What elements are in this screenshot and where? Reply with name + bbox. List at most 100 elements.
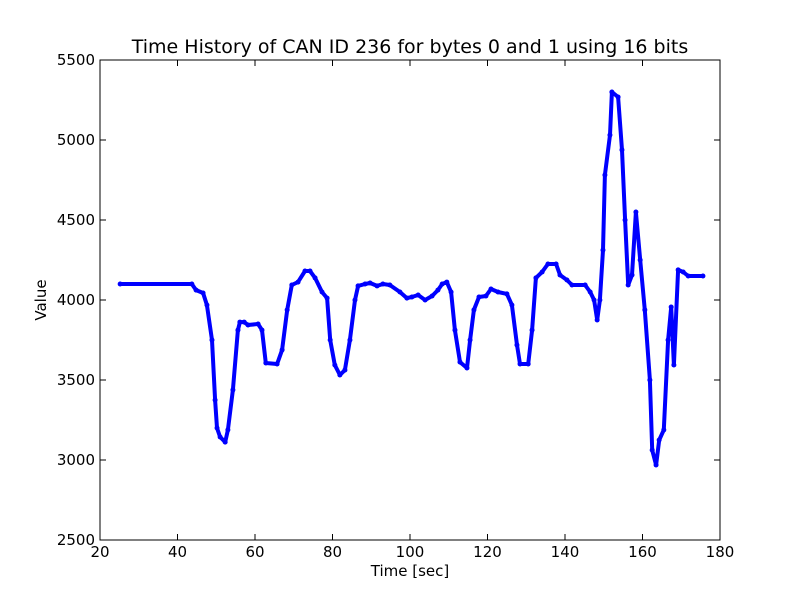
data-point bbox=[259, 327, 265, 333]
data-point bbox=[564, 277, 570, 283]
y-tick-label: 3500 bbox=[57, 371, 95, 389]
data-point bbox=[222, 439, 228, 445]
data-point bbox=[289, 282, 295, 288]
data-point bbox=[471, 307, 477, 313]
data-point bbox=[237, 319, 243, 325]
data-point bbox=[189, 281, 195, 287]
data-point bbox=[594, 317, 600, 323]
data-point bbox=[380, 281, 386, 287]
data-point bbox=[637, 257, 643, 263]
data-point bbox=[600, 247, 606, 253]
data-point bbox=[557, 272, 563, 278]
x-tick-label: 180 bbox=[706, 543, 735, 561]
data-point bbox=[533, 275, 539, 281]
x-tick-label: 100 bbox=[396, 543, 425, 561]
data-point bbox=[327, 337, 333, 343]
data-point bbox=[307, 268, 313, 274]
data-point bbox=[235, 327, 241, 333]
data-point bbox=[467, 337, 473, 343]
data-point bbox=[582, 282, 588, 288]
data-point bbox=[200, 290, 206, 296]
data-point bbox=[302, 268, 308, 274]
data-point bbox=[591, 297, 597, 303]
data-point bbox=[439, 281, 445, 287]
tick-layer: 20 40 60 80 100 120 140 160 180 2500 3000 3500 4000 4… bbox=[57, 51, 735, 561]
data-point bbox=[476, 294, 482, 300]
data-point bbox=[274, 361, 280, 367]
data-point bbox=[324, 295, 330, 301]
data-point bbox=[553, 261, 559, 267]
data-point bbox=[312, 275, 318, 281]
y-tick-label: 2500 bbox=[57, 531, 95, 549]
x-tick-label: 140 bbox=[551, 543, 580, 561]
data-point bbox=[622, 217, 628, 223]
data-point bbox=[609, 89, 615, 95]
data-point bbox=[415, 292, 421, 298]
data-point bbox=[464, 365, 470, 371]
data-point bbox=[448, 289, 454, 295]
data-point bbox=[352, 297, 358, 303]
data-point bbox=[212, 397, 218, 403]
data-point bbox=[647, 377, 653, 383]
data-point bbox=[435, 287, 441, 293]
data-point bbox=[661, 427, 667, 433]
y-axis-label: Value bbox=[32, 279, 50, 320]
axes-frame bbox=[99, 59, 721, 541]
data-point bbox=[569, 282, 575, 288]
x-axis-label: Time [sec] bbox=[370, 562, 449, 580]
data-point bbox=[284, 307, 290, 313]
data-point bbox=[444, 279, 450, 285]
data-point bbox=[668, 304, 674, 310]
data-point bbox=[671, 362, 677, 368]
data-point bbox=[514, 342, 520, 348]
data-point bbox=[685, 273, 691, 279]
data-point bbox=[633, 209, 639, 215]
data-point bbox=[539, 269, 545, 275]
data-point bbox=[245, 322, 251, 328]
data-point bbox=[619, 147, 625, 153]
data-point bbox=[675, 267, 681, 273]
data-point bbox=[525, 361, 531, 367]
data-point bbox=[230, 387, 236, 393]
data-point bbox=[263, 360, 269, 366]
x-tick-label: 120 bbox=[473, 543, 502, 561]
data-point bbox=[504, 291, 510, 297]
data-point bbox=[509, 302, 515, 308]
series-layer bbox=[117, 89, 706, 468]
data-point bbox=[457, 359, 463, 365]
data-point bbox=[488, 286, 494, 292]
data-point bbox=[241, 319, 247, 325]
x-tick-label: 60 bbox=[245, 543, 264, 561]
data-point bbox=[404, 295, 410, 301]
data-point bbox=[355, 283, 361, 289]
data-point bbox=[422, 297, 428, 303]
data-point bbox=[225, 427, 231, 433]
data-point bbox=[642, 307, 648, 313]
data-point bbox=[337, 372, 343, 378]
data-point bbox=[680, 269, 686, 275]
data-point bbox=[255, 321, 261, 327]
data-point bbox=[397, 289, 403, 295]
x-tick-label: 80 bbox=[323, 543, 342, 561]
y-tick-label: 4000 bbox=[57, 291, 95, 309]
data-point bbox=[387, 282, 393, 288]
data-point bbox=[452, 327, 458, 333]
y-tick-label: 5500 bbox=[57, 51, 95, 69]
data-point bbox=[117, 281, 123, 287]
data-point bbox=[362, 281, 368, 287]
y-tick-label: 5000 bbox=[57, 131, 95, 149]
data-point bbox=[367, 280, 373, 286]
data-point bbox=[217, 434, 223, 440]
data-point bbox=[649, 447, 655, 453]
y-tick-label: 3000 bbox=[57, 451, 95, 469]
data-point bbox=[279, 347, 285, 353]
plot-area bbox=[100, 60, 720, 540]
data-point bbox=[545, 261, 551, 267]
data-point bbox=[665, 337, 671, 343]
data-point bbox=[700, 273, 706, 279]
data-point bbox=[204, 302, 210, 308]
data-point bbox=[342, 367, 348, 373]
data-point bbox=[409, 294, 415, 300]
data-point bbox=[429, 293, 435, 299]
